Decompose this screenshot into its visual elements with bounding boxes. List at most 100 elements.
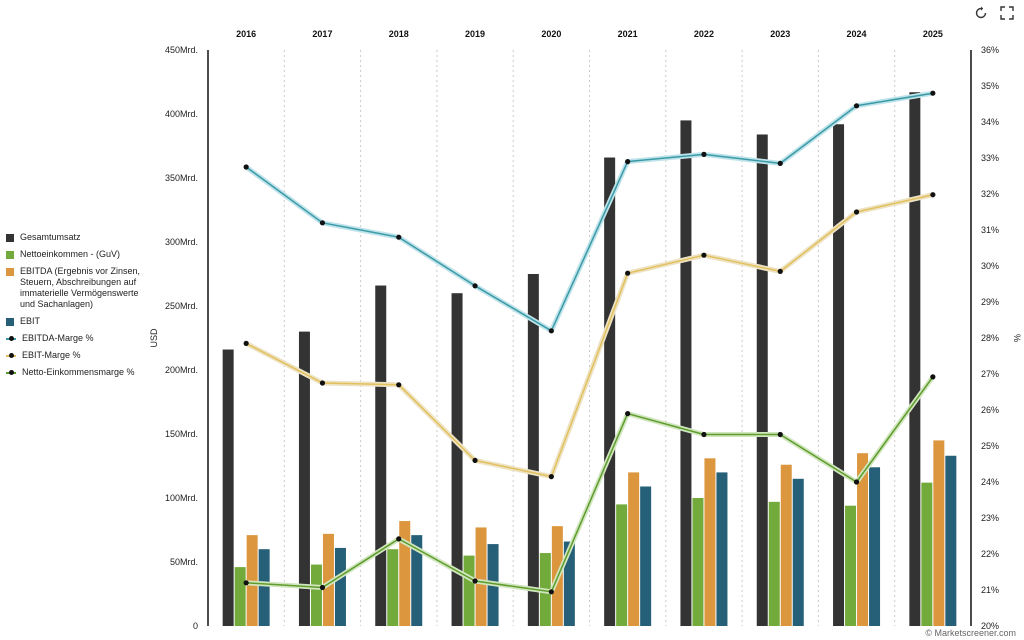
line-point bbox=[625, 159, 631, 165]
legend-label: EBIT bbox=[20, 316, 41, 326]
bar bbox=[258, 549, 270, 626]
bar bbox=[680, 120, 692, 627]
line-point bbox=[319, 220, 326, 226]
bar bbox=[322, 533, 334, 626]
category-label: 2025 bbox=[923, 29, 943, 39]
bar bbox=[475, 527, 487, 626]
legend-swatch bbox=[6, 234, 14, 242]
line-point bbox=[930, 192, 936, 198]
legend-line-marker bbox=[6, 335, 16, 343]
legend: Gesamtumsatz Nettoeinkommen - (GuV) EBITDA… bbox=[6, 232, 156, 384]
legend-line-marker bbox=[6, 352, 16, 360]
reset-icon[interactable] bbox=[974, 6, 988, 20]
bar bbox=[246, 535, 258, 626]
legend-item[interactable]: Gesamtumsatz bbox=[6, 232, 156, 243]
bar bbox=[768, 501, 780, 626]
bar bbox=[222, 349, 234, 626]
left-tick-label: 50Mrd. bbox=[170, 557, 198, 567]
bar bbox=[857, 453, 869, 626]
line-point bbox=[243, 580, 249, 586]
left-axis-title: USD bbox=[149, 328, 159, 348]
bar bbox=[756, 134, 768, 627]
bar bbox=[869, 467, 881, 626]
bar bbox=[628, 472, 640, 626]
bar bbox=[692, 498, 704, 626]
line-point bbox=[548, 328, 554, 334]
category-label: 2016 bbox=[236, 29, 256, 39]
bar bbox=[375, 285, 387, 626]
bar bbox=[833, 124, 845, 627]
category-label: 2018 bbox=[389, 29, 409, 39]
bar bbox=[604, 157, 616, 626]
bar bbox=[616, 504, 628, 626]
bar bbox=[334, 547, 346, 626]
bar bbox=[780, 464, 792, 626]
category-label: 2017 bbox=[312, 29, 332, 39]
right-tick-label: 29% bbox=[981, 297, 999, 307]
bar bbox=[933, 440, 945, 626]
line-point bbox=[701, 431, 707, 438]
bar bbox=[387, 549, 399, 626]
right-tick-label: 35% bbox=[981, 81, 999, 91]
legend-item[interactable]: EBITDA-Marge % bbox=[6, 333, 156, 344]
bar bbox=[451, 293, 463, 626]
legend-item[interactable]: Netto-Einkommensmarge % bbox=[6, 367, 156, 378]
right-tick-label: 30% bbox=[981, 261, 999, 271]
category-label: 2022 bbox=[694, 29, 714, 39]
line-point bbox=[243, 164, 249, 170]
line-point bbox=[625, 411, 631, 417]
left-tick-label: 450Mrd. bbox=[165, 45, 198, 55]
right-tick-label: 32% bbox=[981, 189, 999, 199]
line-point bbox=[243, 340, 249, 346]
legend-item[interactable]: Nettoeinkommen - (GuV) bbox=[6, 249, 156, 260]
bar bbox=[234, 567, 246, 626]
line-point bbox=[396, 234, 402, 240]
right-tick-label: 34% bbox=[981, 117, 999, 127]
line-point bbox=[396, 536, 402, 542]
bar bbox=[792, 478, 804, 626]
legend-item[interactable]: EBIT bbox=[6, 316, 156, 327]
legend-label: EBIT-Marge % bbox=[22, 350, 81, 360]
legend-line-marker bbox=[6, 369, 16, 377]
category-label: 2020 bbox=[541, 29, 561, 39]
category-label: 2021 bbox=[618, 29, 638, 39]
legend-label: Gesamtumsatz bbox=[20, 232, 81, 242]
line-point bbox=[625, 270, 631, 276]
fullscreen-icon[interactable] bbox=[1000, 6, 1014, 20]
right-tick-label: 36% bbox=[981, 45, 999, 55]
legend-label: Nettoeinkommen - (GuV) bbox=[20, 249, 121, 259]
right-tick-label: 22% bbox=[981, 549, 999, 559]
right-tick-label: 26% bbox=[981, 405, 999, 415]
bar bbox=[704, 458, 716, 626]
legend-label: EBITDA (Ergebnis vor Zinsen, Steuern, Ab… bbox=[20, 266, 141, 309]
legend-item[interactable]: EBIT-Marge % bbox=[6, 350, 156, 361]
credit: © Marketscreener.com bbox=[925, 628, 1016, 638]
line-point bbox=[472, 283, 478, 289]
legend-swatch bbox=[6, 251, 14, 259]
line-point bbox=[701, 151, 707, 157]
bar bbox=[845, 505, 857, 626]
left-tick-label: 100Mrd. bbox=[165, 493, 198, 503]
line-point bbox=[777, 160, 783, 166]
right-tick-label: 33% bbox=[981, 153, 999, 163]
right-tick-label: 31% bbox=[981, 225, 999, 235]
bar bbox=[310, 564, 322, 626]
line-point bbox=[319, 584, 326, 591]
legend-item[interactable]: EBITDA (Ergebnis vor Zinsen, Steuern, Ab… bbox=[6, 266, 156, 310]
bar bbox=[716, 472, 728, 626]
right-tick-label: 27% bbox=[981, 369, 999, 379]
line-point bbox=[701, 252, 707, 258]
right-tick-label: 21% bbox=[981, 585, 999, 595]
legend-swatch bbox=[6, 268, 14, 276]
left-tick-label: 250Mrd. bbox=[165, 301, 198, 311]
bar bbox=[527, 274, 539, 626]
legend-label: EBITDA-Marge % bbox=[22, 333, 94, 343]
left-tick-label: 0 bbox=[193, 621, 198, 631]
series-line bbox=[246, 376, 934, 593]
left-tick-label: 400Mrd. bbox=[165, 109, 198, 119]
left-tick-label: 300Mrd. bbox=[165, 237, 198, 247]
line-point bbox=[548, 589, 554, 595]
line-point bbox=[548, 474, 554, 480]
bar bbox=[463, 555, 475, 626]
chart-toolbar bbox=[974, 6, 1014, 20]
